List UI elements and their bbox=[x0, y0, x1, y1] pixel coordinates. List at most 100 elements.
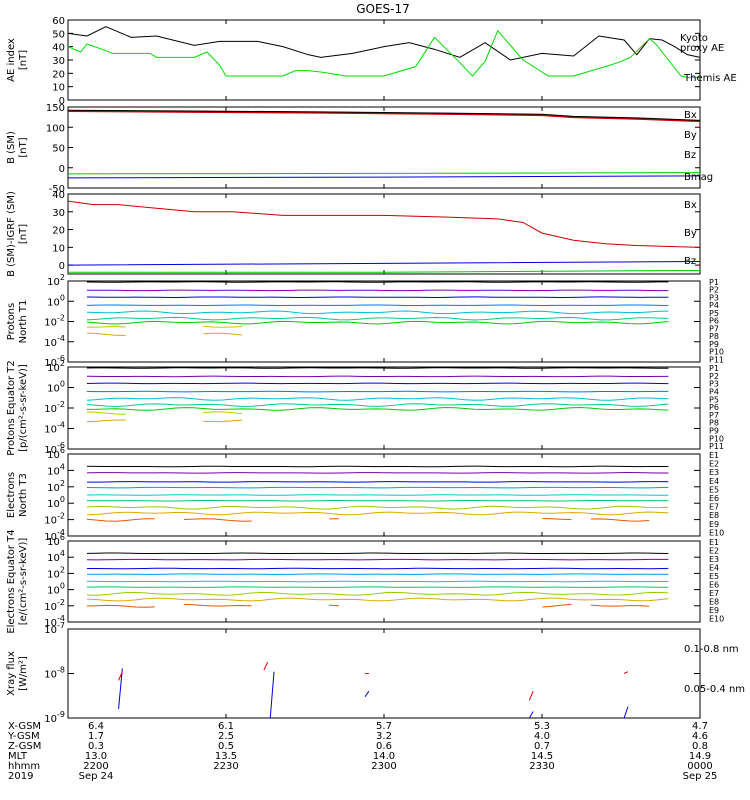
y-axis-unit-label: [nT] bbox=[18, 50, 29, 70]
panel-5: Protons Equator T2 [p/(cm²-s-sr-keV)] 102 1… bbox=[6, 359, 724, 456]
electron-channel-line bbox=[86, 604, 155, 608]
legend-proton-p5: P5 bbox=[709, 309, 719, 318]
xray-data-mark bbox=[364, 690, 370, 698]
y-tick-label: 20 bbox=[52, 226, 65, 237]
ephemeris-cell: 5.3 bbox=[534, 721, 550, 732]
y-tick-label: 50 bbox=[52, 144, 65, 155]
y-tick-label: 104 bbox=[47, 549, 65, 564]
y-tick-label: 40 bbox=[52, 43, 65, 54]
ephemeris-cell: 2.5 bbox=[218, 731, 234, 742]
y-axis-label: Protons Equator T2 bbox=[6, 360, 17, 456]
proton-channel-line bbox=[86, 326, 126, 328]
proton-channel-line bbox=[203, 419, 243, 423]
xray-data-mark bbox=[269, 671, 275, 719]
proton-channel-line bbox=[203, 411, 243, 415]
proton-channel-line bbox=[203, 325, 243, 328]
electron-channel-line bbox=[86, 486, 669, 489]
legend-proton-p8: P8 bbox=[709, 332, 719, 341]
y-tick-label: 10 bbox=[52, 243, 65, 254]
legend-proton-p9: P9 bbox=[709, 340, 719, 349]
series-line-themis-ae bbox=[67, 26, 701, 61]
legend-electron-e4: E4 bbox=[709, 477, 719, 486]
legend-themis: Themis AE bbox=[683, 73, 737, 84]
legend-bx: Bx bbox=[684, 200, 697, 211]
ephemeris-cell: 2230 bbox=[213, 761, 238, 772]
electron-channel-line bbox=[86, 518, 155, 522]
y-tick-label: 10-6 bbox=[44, 354, 65, 369]
ephemeris-cell: Sep 24 bbox=[79, 771, 114, 782]
proton-channel-line bbox=[86, 403, 669, 407]
electron-channel-line bbox=[86, 586, 669, 588]
electron-channel-line bbox=[86, 591, 669, 596]
series-line-by bbox=[67, 172, 701, 175]
figure-title: GOES-17 bbox=[356, 2, 410, 16]
electron-channel-line bbox=[183, 518, 252, 522]
y-axis-unit-label: [e/(cm²-s-sr-keV)] bbox=[18, 538, 29, 626]
legend-electron-e8: E8 bbox=[709, 511, 719, 520]
y-tick-label: 106 bbox=[47, 533, 65, 548]
legend-electron-e3: E3 bbox=[709, 555, 719, 564]
y-tick-label: 10-2 bbox=[44, 598, 65, 613]
electron-channel-line bbox=[86, 573, 669, 575]
legend-electron-e5: E5 bbox=[709, 485, 719, 494]
ephemeris-row-label: Y-GSM bbox=[7, 731, 40, 742]
y-axis-label-line2: North T1 bbox=[18, 300, 29, 344]
legend-proton-p9: P9 bbox=[709, 427, 719, 436]
electron-channel-line bbox=[86, 511, 669, 516]
legend-proton-p4: P4 bbox=[709, 387, 719, 396]
y-tick-label: 102 bbox=[47, 359, 65, 374]
legend-proton-p6: P6 bbox=[709, 403, 719, 412]
y-axis-unit-label: [nT] bbox=[18, 137, 29, 157]
legend-electron-e3: E3 bbox=[709, 468, 719, 477]
electron-channel-line bbox=[86, 552, 669, 555]
legend-xray-1: 0.1-0.8 nm bbox=[684, 644, 739, 655]
legend-electron-e6: E6 bbox=[709, 494, 719, 503]
y-tick-label: 102 bbox=[47, 273, 65, 288]
electron-channel-line bbox=[86, 465, 669, 468]
legend-electron-e2: E2 bbox=[709, 547, 719, 556]
series-line-bmag bbox=[67, 109, 701, 121]
legend-proton-p7: P7 bbox=[709, 411, 719, 420]
series-line-bx bbox=[67, 261, 701, 266]
legend-electron-e7: E7 bbox=[709, 503, 719, 512]
proton-channel-line bbox=[86, 289, 669, 292]
y-tick-label: 60 bbox=[52, 16, 65, 27]
ephemeris-cell: 5.7 bbox=[376, 721, 392, 732]
y-tick-label: 10-2 bbox=[44, 314, 65, 329]
electron-channel-line bbox=[590, 604, 650, 607]
xray-data-mark bbox=[118, 668, 123, 709]
ephemeris-cell: 2300 bbox=[371, 761, 396, 772]
series-line-bz bbox=[67, 200, 701, 248]
electron-channel-line bbox=[86, 481, 669, 483]
ephemeris-cell: 2330 bbox=[529, 761, 554, 772]
y-axis-label: Protons bbox=[6, 303, 17, 340]
legend-xray-2: 0.05-0.4 nm bbox=[684, 684, 745, 695]
xray-data-mark bbox=[118, 671, 123, 681]
electron-channel-line bbox=[86, 558, 669, 561]
proton-channel-line bbox=[203, 332, 243, 336]
proton-channel-line bbox=[86, 320, 669, 325]
ephemeris-cell: 14.0 bbox=[373, 751, 395, 762]
ephemeris-cell: 0.5 bbox=[218, 741, 234, 752]
ephemeris-cell: 0.7 bbox=[534, 741, 550, 752]
ephemeris-cell: 6.4 bbox=[88, 721, 104, 732]
y-tick-label: 10 bbox=[52, 83, 65, 94]
legend-proton-p10: P10 bbox=[709, 348, 724, 357]
proton-channel-line bbox=[86, 411, 126, 415]
proton-channel-line bbox=[86, 310, 669, 315]
electron-channel-line bbox=[329, 604, 339, 607]
ephemeris-row-label: hhmm bbox=[8, 761, 40, 772]
legend-electron-e7: E7 bbox=[709, 589, 719, 598]
y-tick-label: 10-2 bbox=[44, 512, 65, 527]
legend-by: By bbox=[684, 130, 697, 141]
xray-data-mark bbox=[528, 691, 534, 701]
panel-8: Xray flux [W/m²] 10-7 10-8 10-9 0.1-0.8 nm 0.0… bbox=[6, 621, 745, 725]
legend-proton-p1: P1 bbox=[709, 364, 719, 373]
electron-channel-line bbox=[86, 505, 669, 510]
series-line-bx bbox=[67, 175, 701, 179]
y-axis-unit-label: [nT] bbox=[18, 224, 29, 244]
ephemeris-row-label: MLT bbox=[8, 751, 28, 762]
ephemeris-cell: 4.0 bbox=[534, 731, 550, 742]
y-tick-label: 102 bbox=[47, 565, 65, 580]
ephemeris-row-label: Z-GSM bbox=[8, 741, 41, 752]
